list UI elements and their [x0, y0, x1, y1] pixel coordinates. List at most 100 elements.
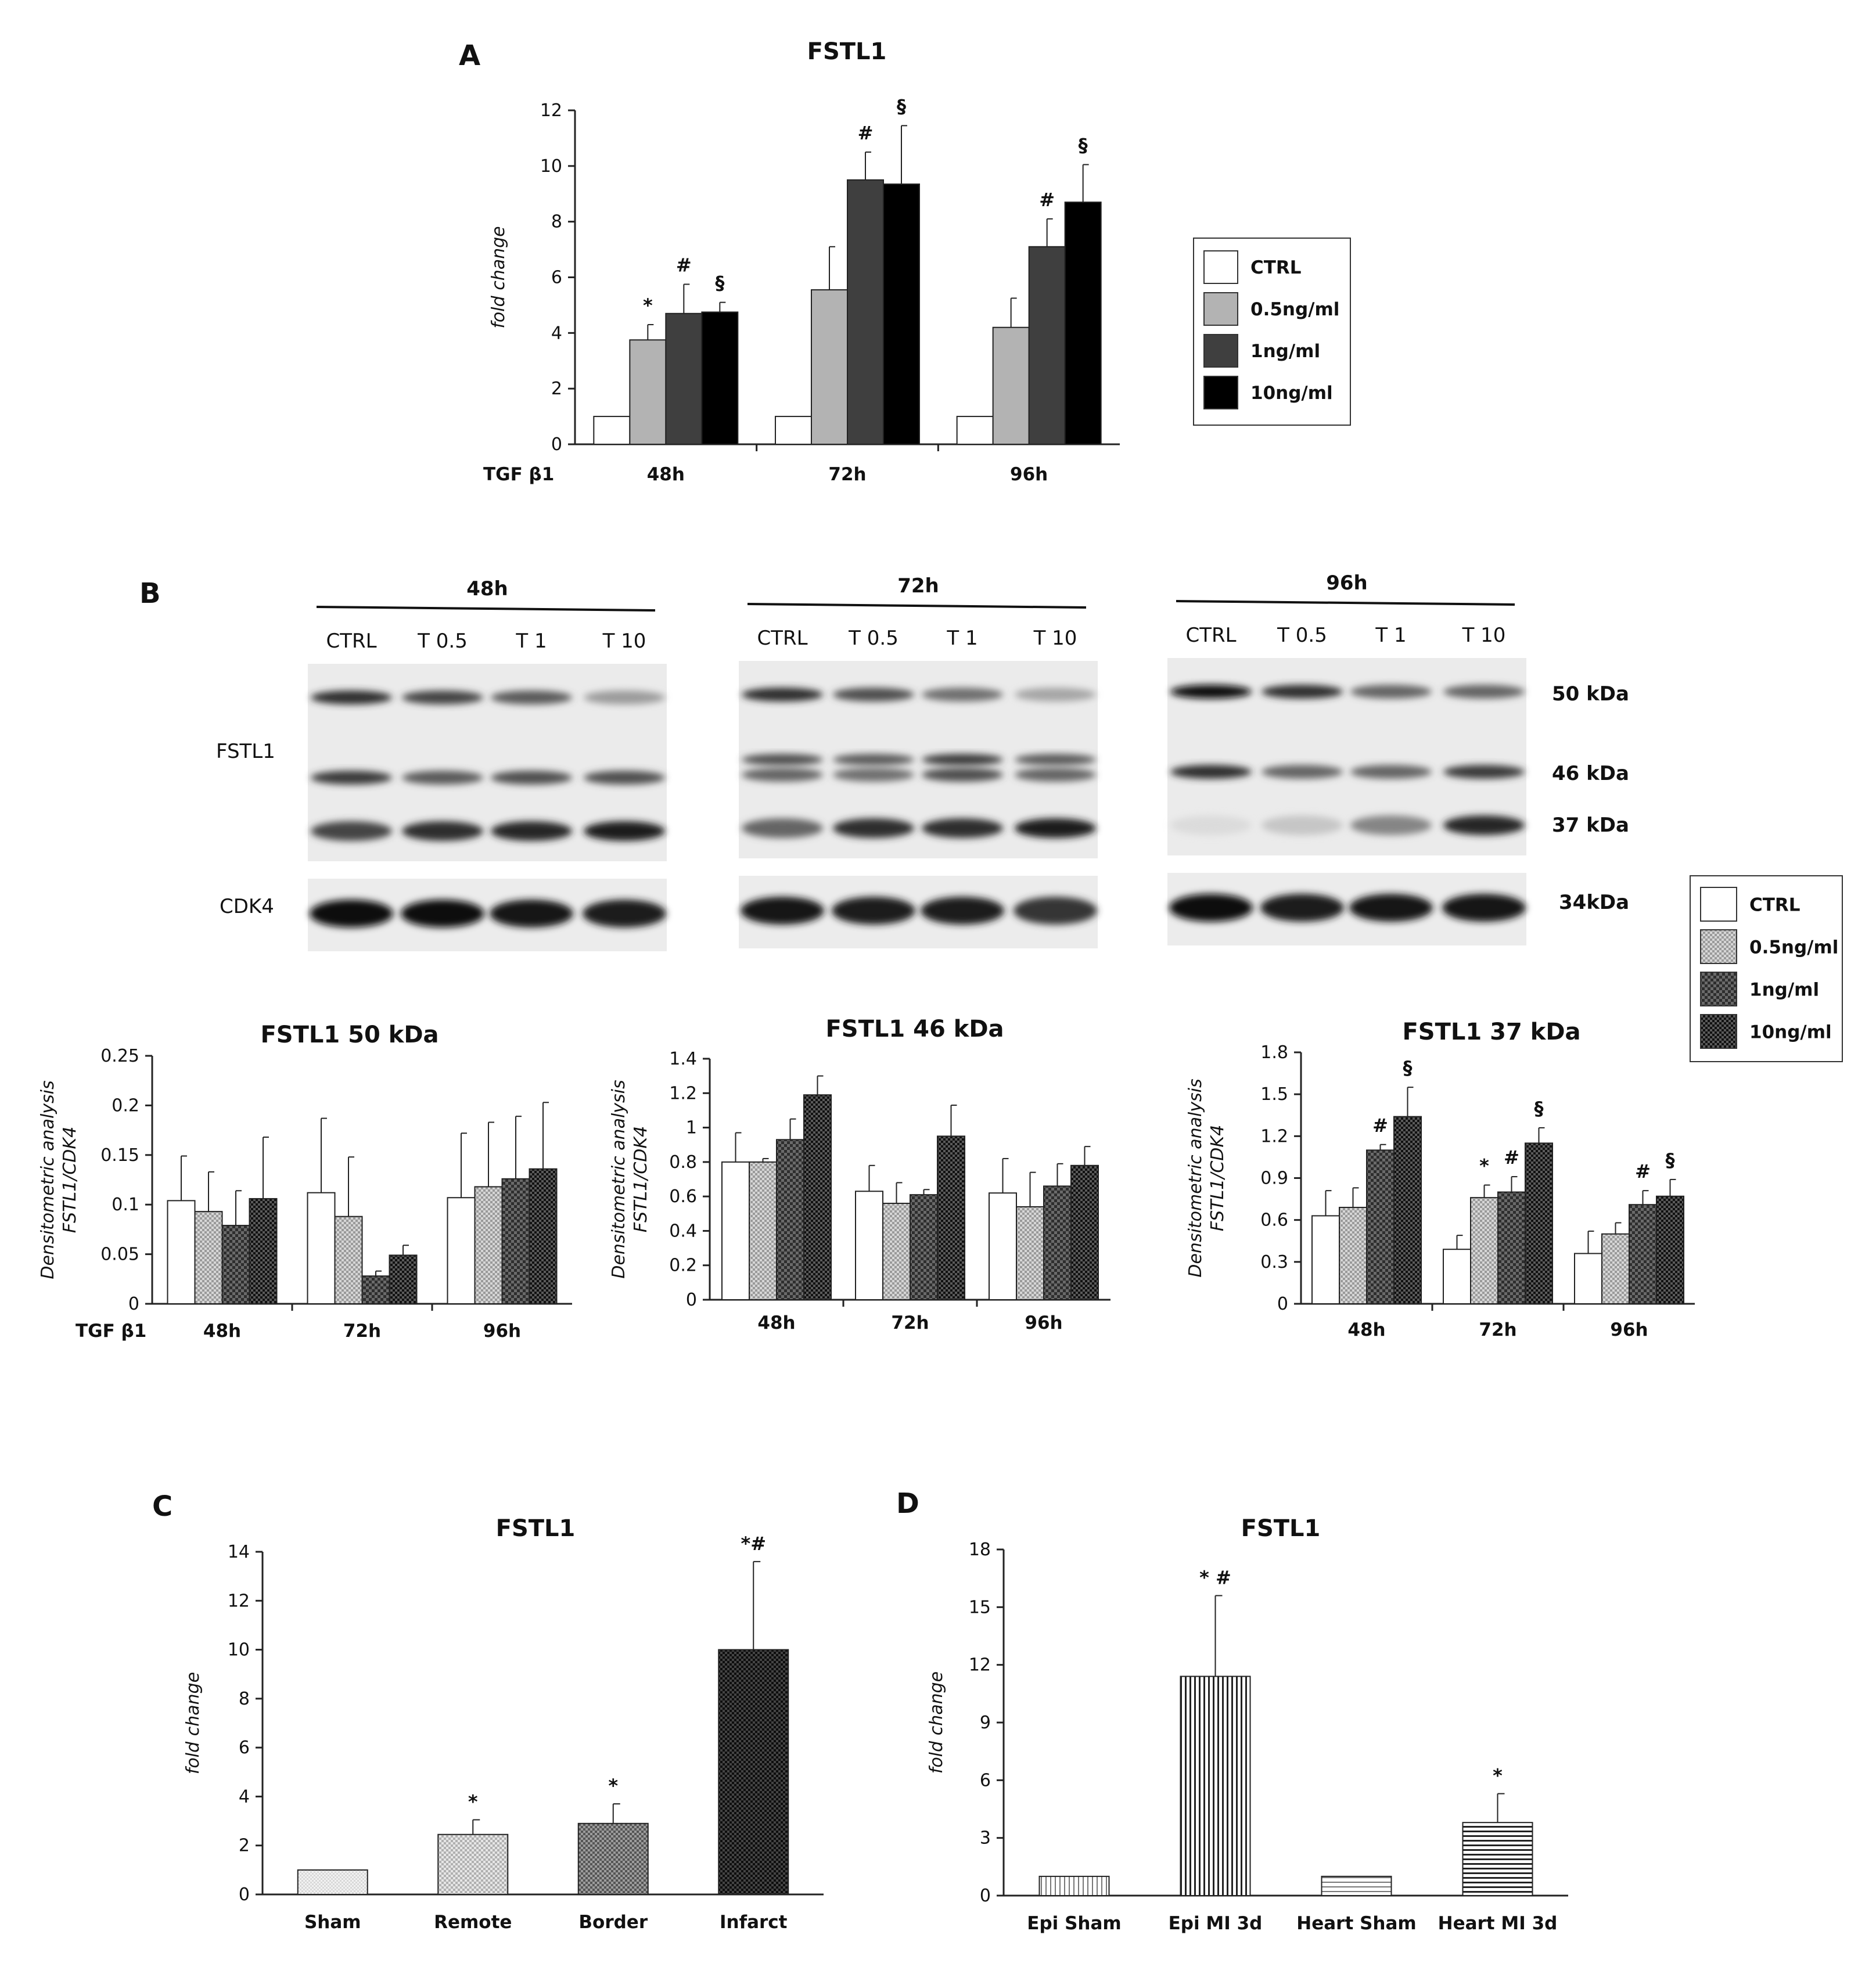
y-axis-label-group: fold change	[488, 226, 509, 328]
y-axis-label: fold change	[488, 226, 509, 328]
tgf-label: TGF β1	[483, 464, 554, 485]
band-cdk4	[490, 900, 573, 927]
bar-ctrl-48h	[593, 416, 631, 445]
band-k46a	[1015, 768, 1096, 782]
band-cdk4	[1014, 897, 1097, 925]
bar-10ng-ml-48h	[701, 311, 739, 445]
y-tick-label: 0	[686, 1290, 697, 1310]
chart-b-fstl1-46kda: FSTL1 46 kDa 0 0.2 0.4 0.6 0.8 1 1.2 1.4 Densitom…	[609, 1016, 1110, 1333]
y-tick-label: 0.8	[669, 1152, 697, 1173]
category-label-96h: 96h	[1010, 464, 1048, 485]
bar-1ng-ml-48h	[665, 312, 703, 445]
significance-marker: #	[1039, 189, 1055, 211]
bar-10ng-ml-48h	[1393, 1116, 1422, 1304]
bar-ctrl-96h	[447, 1197, 476, 1304]
legend-swatch-0	[1700, 887, 1737, 922]
band-k37	[584, 821, 665, 841]
chart-title: FSTL1	[1241, 1515, 1321, 1542]
bar-0-5ng-ml-48h	[629, 339, 667, 445]
legend-b: CTRL 0.5ng/ml 1ng/ml 10ng/ml	[1690, 875, 1843, 1062]
bar-ctrl-48h	[167, 1200, 196, 1304]
lane-label-0: CTRL	[1185, 624, 1236, 647]
bar-epi-mi-3d	[1180, 1675, 1251, 1897]
y-tick-label: 2	[239, 1836, 250, 1856]
bar-1ng-ml-48h	[1366, 1149, 1395, 1305]
category-label-48h: 48h	[757, 1313, 795, 1333]
lane-label-0: CTRL	[326, 630, 376, 653]
chart-d-fstl1-epicardium: FSTL1 0 3 6 9 12 15 18 fold change Epi Sham * # Epi…	[926, 1515, 1568, 1934]
band-k37	[1170, 815, 1252, 835]
y-axis-label-line2: FSTL1/CDK4	[1207, 1125, 1228, 1231]
y-tick-label: 0.3	[1260, 1252, 1288, 1272]
chart-title: FSTL1 37 kDa	[1402, 1019, 1580, 1045]
significance-marker: *	[1479, 1155, 1489, 1177]
y-tick-label: 15	[969, 1597, 991, 1617]
y-tick-label: 0.4	[669, 1221, 697, 1241]
significance-marker: #	[1372, 1114, 1388, 1137]
bar-1ng-ml-96h	[1629, 1204, 1657, 1305]
band-k37	[1262, 815, 1343, 835]
y-axis-label-group: Densitometric analysis FSTL1/CDK4	[38, 1080, 80, 1279]
y-tick-label: 10	[540, 156, 562, 177]
band-k37	[833, 818, 914, 838]
y-tick-label: 2	[551, 379, 562, 399]
band-cdk4	[583, 900, 666, 927]
bar-infarct	[718, 1649, 789, 1896]
category-label-48h: 48h	[647, 464, 685, 485]
legend-swatch-1	[1700, 929, 1737, 964]
y-tick-label: 1.5	[1260, 1084, 1288, 1105]
blot-group-72h: 72h CTRL T 0.5 T 1 T 10	[739, 574, 1098, 948]
y-tick-label: 0	[980, 1886, 991, 1906]
legend-label-3: 10ng/ml	[1250, 383, 1333, 404]
panel-letter-b: B	[139, 577, 161, 610]
bar-0-5ng-ml-96h	[1016, 1206, 1044, 1300]
y-tick-label: 14	[228, 1542, 250, 1562]
bar-ctrl-96h	[989, 1192, 1017, 1301]
y-tick-label: 1	[686, 1118, 697, 1138]
band-k46a	[1350, 765, 1432, 779]
lane-label-1: T 0.5	[417, 630, 468, 653]
y-tick-label: 4	[551, 323, 562, 343]
tgf-label: TGF β1	[76, 1321, 146, 1342]
blot-group-48h: 48h CTRL T 0.5 T 1 T 10	[308, 577, 667, 951]
significance-marker: *	[1493, 1765, 1503, 1787]
bar-ctrl-48h	[721, 1161, 750, 1301]
band-k37	[742, 818, 823, 838]
legend-swatch-3	[1203, 376, 1238, 409]
category-label-Border: Border	[578, 1912, 648, 1933]
bar-1ng-ml-96h	[1043, 1185, 1072, 1301]
band-k50	[1170, 685, 1252, 699]
bar-1ng-ml-72h	[910, 1194, 938, 1300]
band-k37	[311, 821, 392, 841]
kda-46: 46 kDa	[1552, 762, 1629, 785]
y-tick-label: 1.2	[669, 1083, 697, 1103]
category-label-Remote: Remote	[434, 1912, 512, 1933]
bar-1ng-ml-72h	[847, 179, 884, 445]
lane-label-2: T 1	[515, 630, 547, 653]
bar-1ng-ml-72h	[1497, 1191, 1526, 1305]
bar-10ng-ml-48h	[249, 1198, 278, 1304]
bar-0-5ng-ml-72h	[811, 289, 848, 445]
band-k50	[833, 688, 914, 702]
legend-swatch-1	[1203, 292, 1238, 326]
blot-group-line	[316, 606, 656, 612]
y-tick-label: 0.05	[100, 1245, 139, 1265]
band-k50	[1015, 688, 1096, 702]
bar-1ng-ml-72h	[361, 1275, 390, 1305]
bar-0-5ng-ml-72h	[882, 1203, 911, 1300]
significance-marker: *	[608, 1775, 618, 1797]
band-k46a	[584, 771, 665, 785]
category-label-Epi MI 3d: Epi MI 3d	[1169, 1913, 1263, 1934]
legend-swatch-0	[1203, 250, 1238, 284]
blot-group-line	[1176, 600, 1515, 606]
band-cdk4	[1169, 894, 1253, 922]
band-k50	[1262, 685, 1343, 699]
band-k37	[1443, 815, 1525, 835]
y-tick-label: 0.6	[669, 1186, 697, 1207]
bar-heart-sham	[1321, 1875, 1392, 1897]
y-tick-label: 3	[980, 1828, 991, 1849]
category-label-48h: 48h	[1347, 1319, 1385, 1340]
lane-label-0: CTRL	[757, 627, 807, 650]
band-k50	[922, 688, 1003, 702]
bar-epi-sham	[1038, 1875, 1110, 1897]
